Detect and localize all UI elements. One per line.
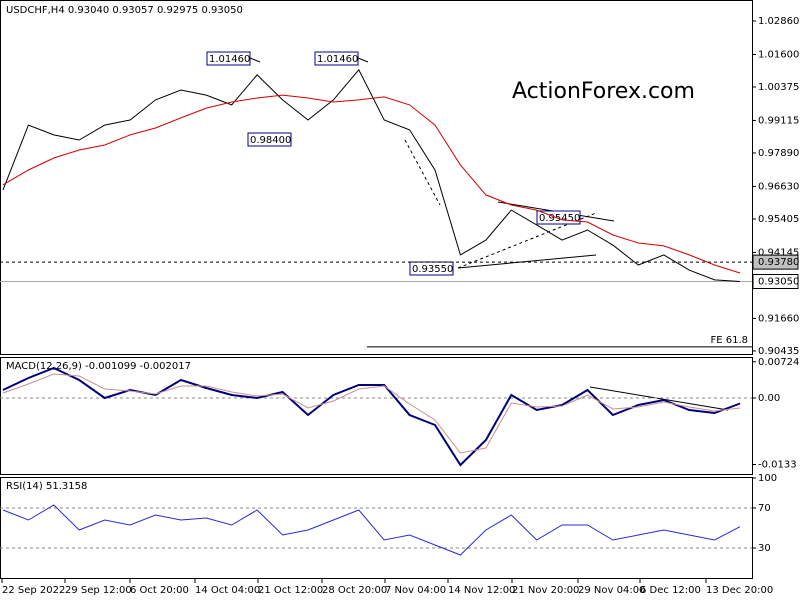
y-tick-label: 1.01600: [758, 49, 799, 60]
trendlines: [404, 139, 729, 411]
y-tick-label: 0.95405: [758, 214, 799, 225]
x-tick-label: 29 Sep 12:00: [65, 585, 132, 596]
y-tick-label: 1.02860: [758, 16, 799, 27]
x-tick-label: 29 Nov 04:00: [578, 585, 645, 596]
macd-name: MACD(12,26,9): [6, 361, 82, 372]
watermark: ActionForex.com: [512, 79, 695, 104]
macd-frame: [0, 357, 753, 475]
chart-title: USDCHF,H4 0.93040 0.93057 0.92975 0.9305…: [6, 5, 243, 16]
rsi-frame: [0, 477, 753, 579]
series-line: [2, 68, 741, 282]
y-tick-label: 0.94145: [758, 247, 799, 258]
y-tick-label: 0.00: [758, 393, 780, 404]
y-tick-label: 30: [758, 543, 771, 554]
x-tick-label: 21 Nov 20:00: [512, 585, 579, 596]
series-line: [2, 366, 741, 467]
rsi-value: 51.3158: [46, 481, 87, 492]
annotation: 1.01460: [317, 54, 358, 65]
price-frame: [0, 0, 753, 355]
x-tick-label: 14 Nov 12:00: [448, 585, 515, 596]
price-marker-label: 0.93050: [758, 277, 799, 288]
price-marker-box: [752, 274, 799, 290]
y-tick-label: 0.96630: [758, 181, 799, 192]
symbol: USDCHF,H4: [6, 5, 65, 16]
x-tick-label: 21 Oct 12:00: [258, 585, 323, 596]
y-tick-label: 1.00375: [758, 82, 799, 93]
signal-value: -0.002017: [140, 361, 191, 372]
macd-title: MACD(12,26,9) -0.001099 -0.002017: [6, 361, 191, 372]
series-line: [2, 373, 741, 454]
fe-label: FE 61.8: [710, 335, 748, 346]
macd-value: -0.001099: [85, 361, 136, 372]
annotation: 0.98400: [250, 135, 291, 146]
y-tick-label: 0.00724: [758, 357, 799, 368]
price-marker-box: [752, 254, 799, 270]
ohlc: 0.93040 0.93057 0.92975 0.93050: [68, 5, 243, 16]
y-tick-label: 100: [758, 473, 777, 484]
series-line: [2, 94, 741, 274]
y-tick-label: 0.99115: [758, 115, 799, 126]
price-marker-label: 0.93780: [758, 257, 799, 268]
rsi-name: RSI(14): [6, 481, 43, 492]
x-tick-label: 28 Oct 20:00: [322, 585, 387, 596]
y-tick-label: 0.90435: [758, 346, 799, 357]
x-tick-label: 22 Sep 2022: [2, 585, 65, 596]
annotation: 0.93550: [412, 264, 453, 275]
y-tick-label: 0.91660: [758, 313, 799, 324]
series-line: [2, 504, 741, 556]
x-tick-label: 14 Oct 04:00: [195, 585, 260, 596]
rsi-title: RSI(14) 51.3158: [6, 481, 87, 492]
x-tick-label: 6 Dec 12:00: [640, 585, 701, 596]
x-tick-label: 7 Nov 04:00: [385, 585, 446, 596]
x-tick-label: 6 Oct 20:00: [130, 585, 189, 596]
y-tick-label: 70: [758, 503, 771, 514]
annotation: 1.01460: [209, 54, 250, 65]
x-tick-label: 13 Dec 20:00: [706, 585, 773, 596]
y-tick-label: -0.0133: [758, 460, 797, 471]
y-tick-label: 0.97890: [758, 148, 799, 159]
